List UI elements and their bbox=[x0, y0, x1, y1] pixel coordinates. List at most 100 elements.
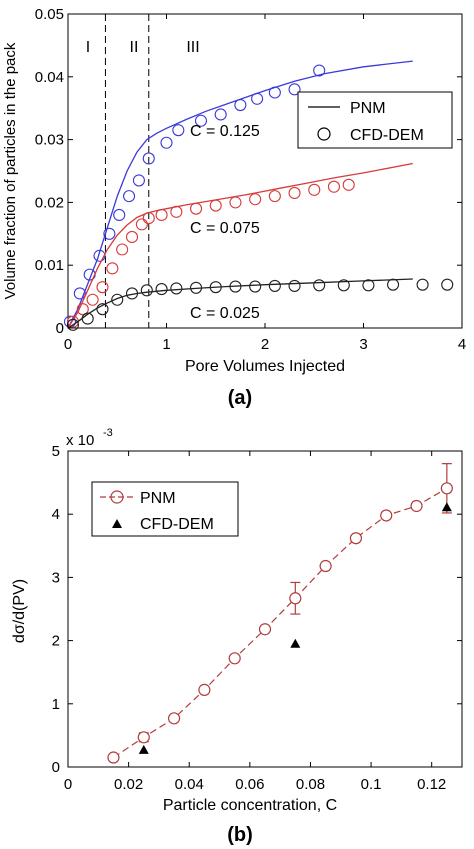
x-tick-label: 1 bbox=[162, 336, 170, 353]
cfd-point bbox=[132, 174, 145, 187]
pnm-curve-1 bbox=[67, 162, 413, 329]
cfd-point bbox=[125, 230, 139, 243]
cfd-point bbox=[81, 312, 94, 325]
pnm-point bbox=[440, 482, 453, 495]
x-tick-label: 4 bbox=[458, 336, 466, 353]
pnm-point bbox=[198, 683, 211, 696]
x-tick-label: 0.1 bbox=[361, 776, 382, 793]
legend-b: PNM CFD-DEM bbox=[91, 481, 239, 537]
cfd-point bbox=[135, 218, 148, 231]
cfd-point bbox=[125, 287, 139, 300]
cfd-point bbox=[268, 190, 281, 203]
x-tick-label: 0.06 bbox=[235, 776, 264, 793]
y-tick-label: 0.03 bbox=[35, 132, 64, 149]
pnm-point bbox=[349, 532, 363, 545]
cfd-point bbox=[209, 281, 222, 294]
x-tick-label: 0.08 bbox=[296, 776, 325, 793]
pnm-point bbox=[107, 751, 120, 764]
cfd-point bbox=[76, 303, 89, 316]
panel-b: 0 0.02 0.04 0.06 0.08 0.1 0.12 0 1 2 3 4 5 x 10 -3 P… bbox=[11, 427, 463, 846]
cfd-point bbox=[113, 208, 126, 222]
x-tick-label: 0.12 bbox=[417, 776, 446, 793]
legend-label-pnm-a: PNM bbox=[350, 100, 386, 117]
annotation-c-0125: C = 0.125 bbox=[190, 123, 260, 140]
cfd-point bbox=[416, 278, 429, 291]
y-tick-label: 0.01 bbox=[35, 257, 64, 274]
y-axis-label-b: dσ/d(PV) bbox=[11, 579, 28, 643]
x-tick-label: 3 bbox=[359, 336, 367, 353]
x-tick-label: 0 bbox=[64, 336, 72, 353]
data-marks-a bbox=[63, 14, 454, 331]
ticks-a: 0 1 2 3 4 0 0.01 0.02 0.03 0.04 0.05 bbox=[35, 6, 466, 353]
cfd-point bbox=[170, 282, 183, 295]
cfd-point bbox=[66, 318, 79, 331]
cfd-point bbox=[342, 178, 355, 191]
data-marks-b bbox=[107, 463, 453, 764]
cfd-point bbox=[116, 243, 129, 256]
legend-label-cfd-a: CFD-DEM bbox=[350, 127, 424, 144]
pnm-point bbox=[380, 509, 393, 522]
cfd-point bbox=[172, 124, 185, 137]
cfd-point bbox=[155, 208, 168, 222]
pnm-point bbox=[137, 731, 150, 744]
x-axis-label-a: Pore Volumes Injected bbox=[185, 358, 345, 375]
x-tick-label: 0.04 bbox=[175, 776, 204, 793]
cfd-point bbox=[441, 278, 454, 291]
y-multiplier: x 10 bbox=[66, 432, 94, 449]
y-tick-label: 2 bbox=[52, 633, 60, 650]
cfd-point bbox=[93, 249, 106, 262]
ticks-b: 0 0.02 0.04 0.06 0.08 0.1 0.12 0 1 2 3 4 5 bbox=[52, 443, 462, 793]
legend-box-a bbox=[297, 91, 453, 149]
pnm-point bbox=[289, 592, 302, 605]
x-tick-label: 0.02 bbox=[114, 776, 143, 793]
pnm-point bbox=[228, 652, 241, 665]
cfd-point bbox=[155, 283, 168, 296]
cfd-point bbox=[288, 279, 301, 292]
x-tick-label: 0 bbox=[64, 776, 72, 793]
panel-a: 0 1 2 3 4 0 0.01 0.02 0.03 0.04 0.05 Pore Volumes … bbox=[2, 6, 466, 409]
cfd-point bbox=[268, 86, 281, 99]
pnm-curve-0 bbox=[67, 60, 413, 329]
cfd-point bbox=[142, 152, 155, 165]
cfd-point bbox=[229, 196, 242, 209]
y-tick-label: 0.04 bbox=[35, 69, 64, 86]
y-tick-label: 0.02 bbox=[35, 194, 64, 211]
pnm-point bbox=[410, 499, 423, 513]
cfd-point bbox=[123, 190, 136, 203]
cfd-point bbox=[194, 114, 208, 127]
annotation-c-0025: C = 0.025 bbox=[190, 305, 260, 322]
panel-label-a: (a) bbox=[228, 387, 252, 409]
cfd-point bbox=[86, 293, 99, 306]
cfd-point bbox=[234, 99, 247, 112]
region-label-i: I bbox=[86, 39, 90, 56]
legend-label-pnm-b: PNM bbox=[140, 490, 176, 507]
cfd-point bbox=[138, 744, 149, 754]
cfd-point bbox=[268, 279, 281, 292]
y-tick-label: 0.05 bbox=[35, 6, 64, 23]
cfd-point bbox=[73, 287, 86, 300]
x-tick-label: 2 bbox=[261, 336, 269, 353]
cfd-point bbox=[96, 281, 109, 294]
region-label-ii: II bbox=[130, 39, 139, 56]
cfd-point bbox=[337, 279, 350, 292]
cfd-point bbox=[140, 284, 153, 297]
pnm-point bbox=[258, 623, 272, 636]
cfd-point bbox=[229, 280, 242, 293]
annotation-c-0075: C = 0.075 bbox=[190, 220, 260, 237]
y-tick-label: 5 bbox=[52, 443, 60, 460]
cfd-point bbox=[249, 193, 262, 206]
y-tick-label: 3 bbox=[52, 569, 60, 586]
x-axis-label-b: Particle concentration, C bbox=[163, 797, 337, 814]
legend-circle-icon bbox=[317, 127, 331, 141]
cfd-point bbox=[249, 280, 262, 293]
cfd-point bbox=[142, 212, 155, 225]
y-tick-label: 0 bbox=[56, 320, 64, 337]
cfd-point bbox=[290, 638, 301, 648]
legend-a: PNM CFD-DEM bbox=[297, 91, 453, 149]
plot-area-a bbox=[67, 13, 463, 329]
cfd-point bbox=[362, 279, 375, 292]
cfd-point bbox=[288, 83, 301, 96]
y-tick-label: 4 bbox=[52, 506, 60, 523]
cfd-point bbox=[288, 186, 301, 200]
